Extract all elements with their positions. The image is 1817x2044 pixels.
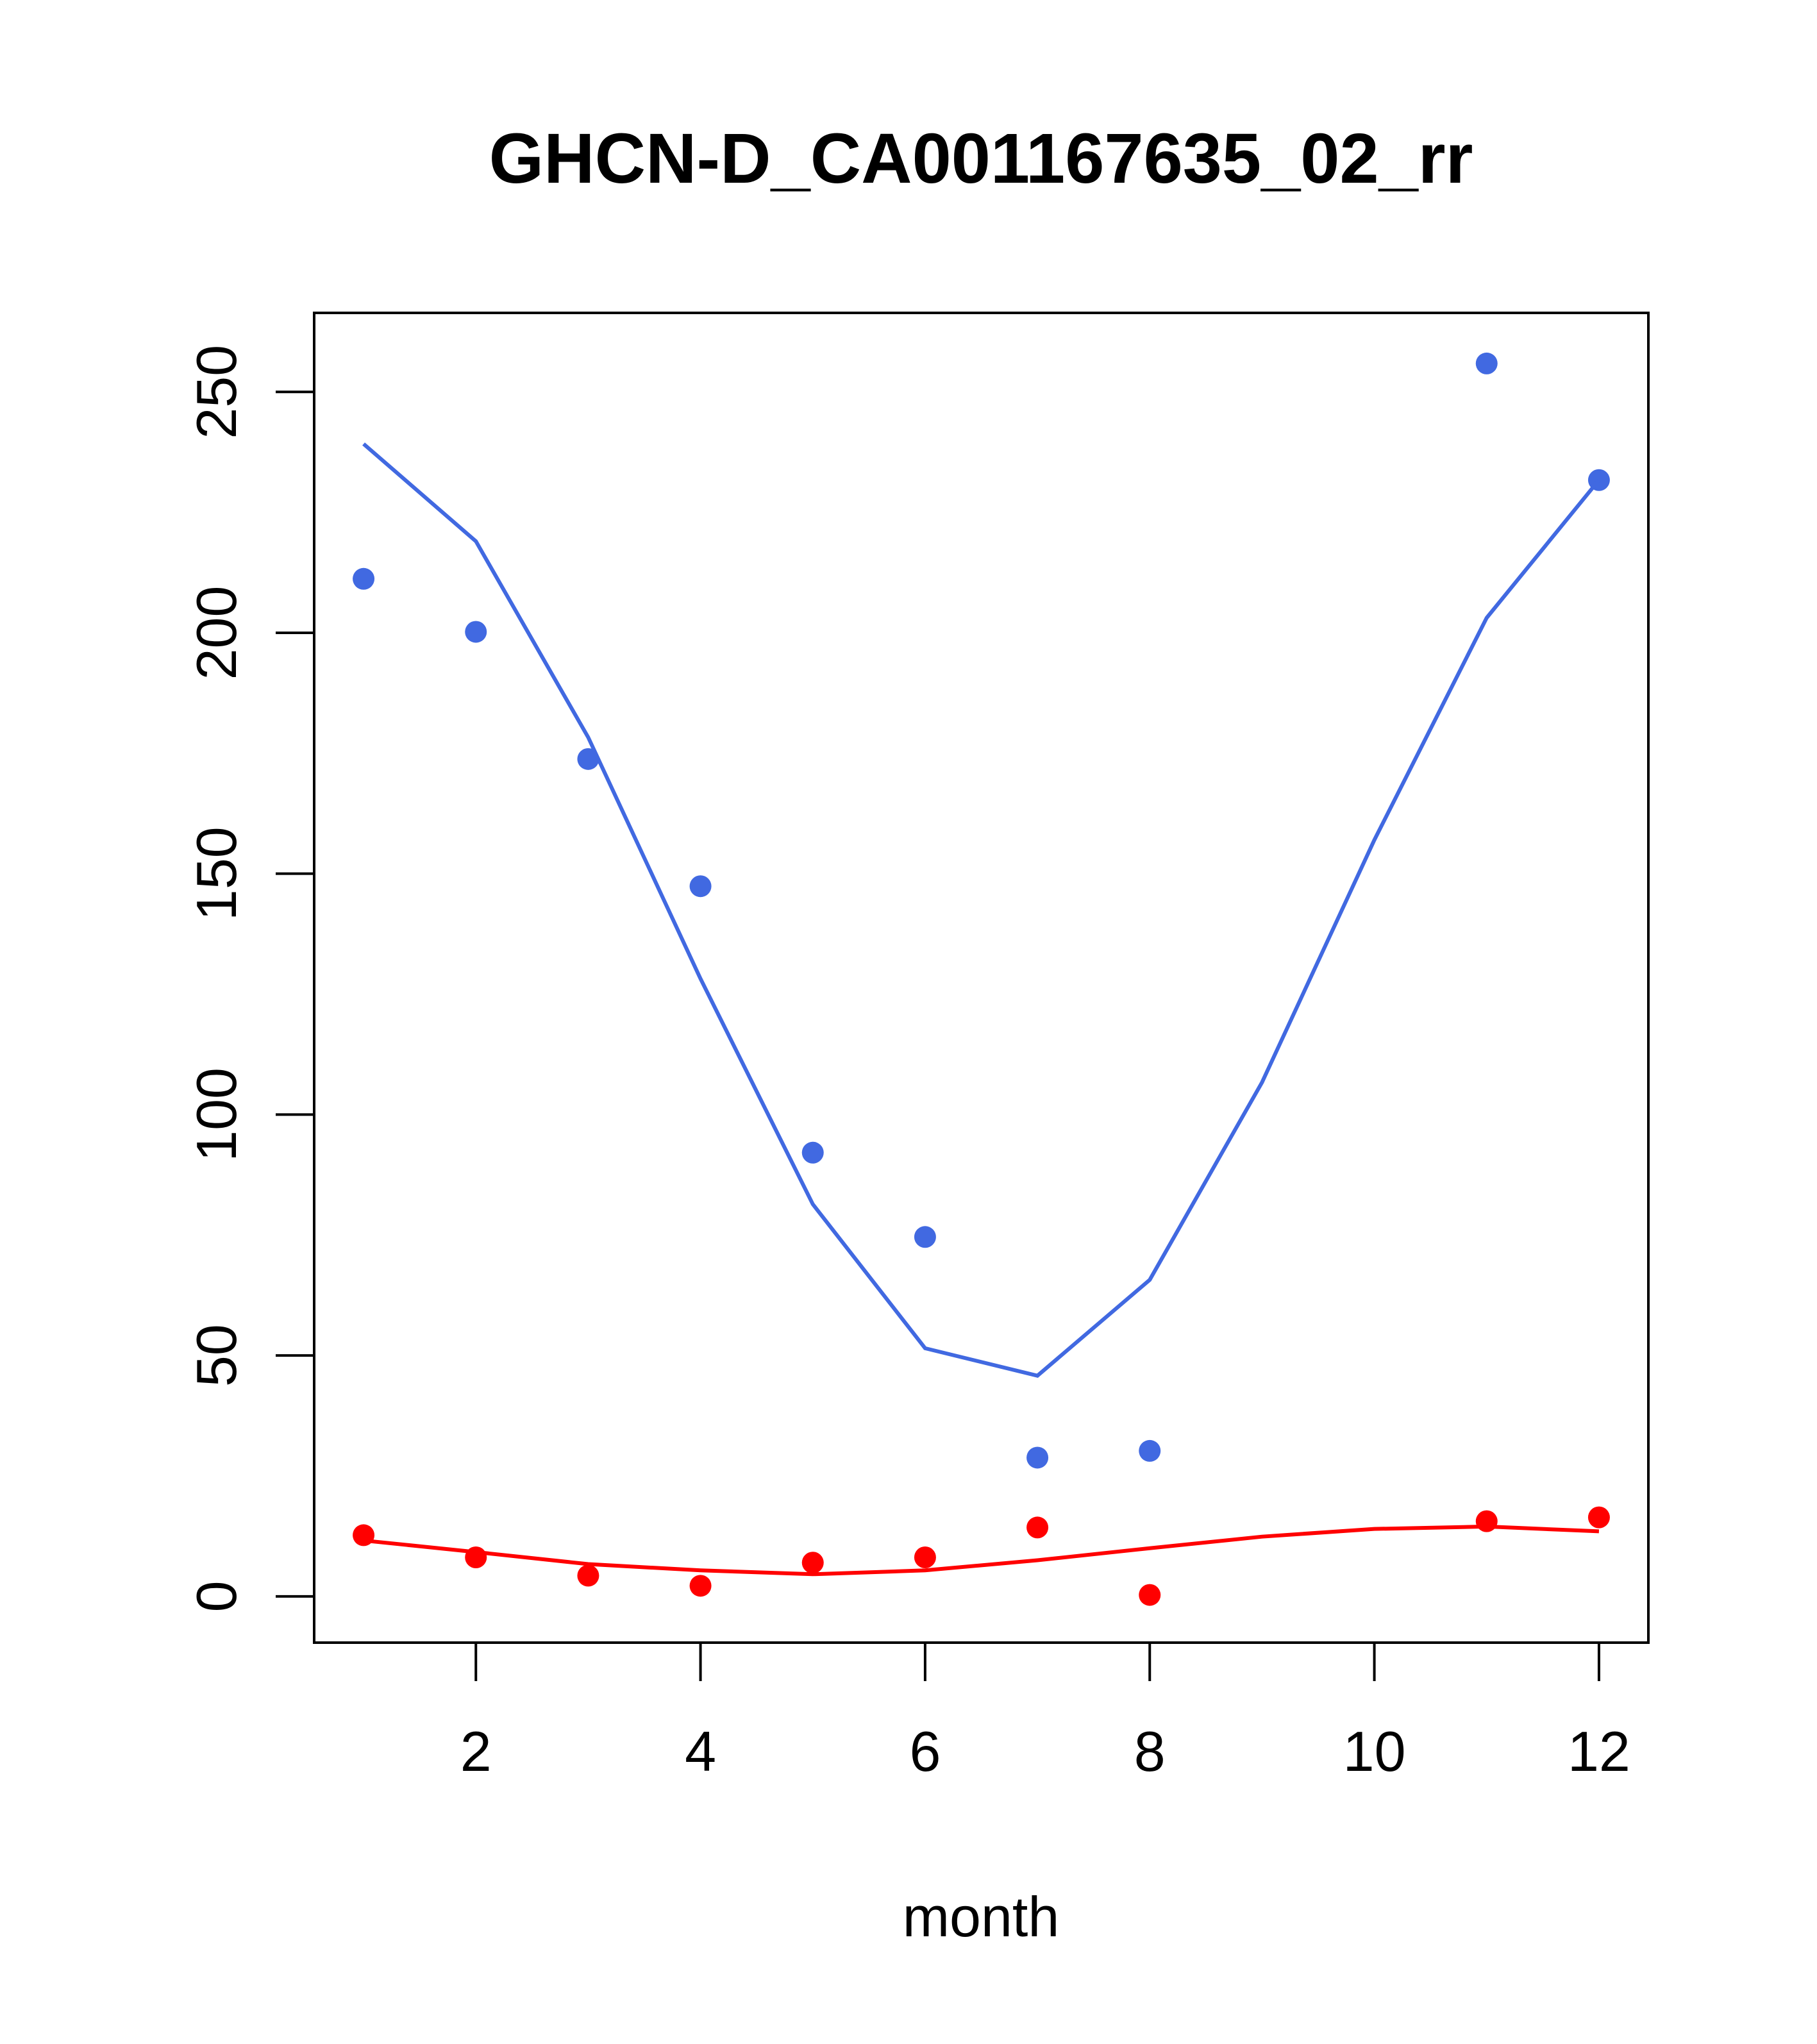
blue-points-point xyxy=(914,1226,936,1248)
red-line xyxy=(363,1524,1600,1577)
y-tick-label: 150 xyxy=(185,826,248,921)
x-tick-label: 4 xyxy=(685,1720,716,1783)
blue-points-point xyxy=(353,567,375,590)
red-points-point xyxy=(1475,1510,1498,1532)
y-tick-label: 200 xyxy=(185,586,248,680)
red-points-point xyxy=(914,1546,936,1568)
red-points-point xyxy=(689,1575,712,1597)
y-tick-label: 250 xyxy=(185,345,248,439)
blue-points-point xyxy=(1026,1446,1049,1469)
x-tick-label: 8 xyxy=(1134,1720,1166,1783)
red-points-point xyxy=(1587,1506,1610,1529)
y-axis: 0 50 100 150 200 250 xyxy=(185,345,315,1612)
plot-marks xyxy=(353,352,1610,1606)
red-points-point xyxy=(1026,1516,1049,1539)
x-tick-label: 2 xyxy=(460,1720,492,1783)
red-points-point xyxy=(801,1552,824,1574)
blue-points-point xyxy=(689,875,712,898)
blue-points-point xyxy=(1139,1439,1161,1462)
x-tick-label: 10 xyxy=(1343,1720,1406,1783)
blue-line xyxy=(362,442,1601,1378)
x-tick-label: 6 xyxy=(909,1720,941,1783)
red-points-point xyxy=(577,1564,599,1587)
red-points-point xyxy=(1139,1584,1161,1606)
blue-points-point xyxy=(801,1141,824,1164)
plot-frame xyxy=(313,312,1650,1644)
blue-points-point xyxy=(1475,352,1498,374)
y-tick-label: 100 xyxy=(185,1068,248,1162)
y-tick-label: 50 xyxy=(185,1324,248,1387)
x-axis: 2 4 6 8 10 12 xyxy=(460,1641,1630,1783)
x-axis-label: month xyxy=(903,1885,1060,1948)
chart-title: GHCN-D_CA001167635_02_rr xyxy=(489,119,1473,198)
x-tick-label: 12 xyxy=(1568,1720,1630,1783)
y-tick-label: 0 xyxy=(185,1580,248,1612)
blue-points-point xyxy=(465,621,487,643)
